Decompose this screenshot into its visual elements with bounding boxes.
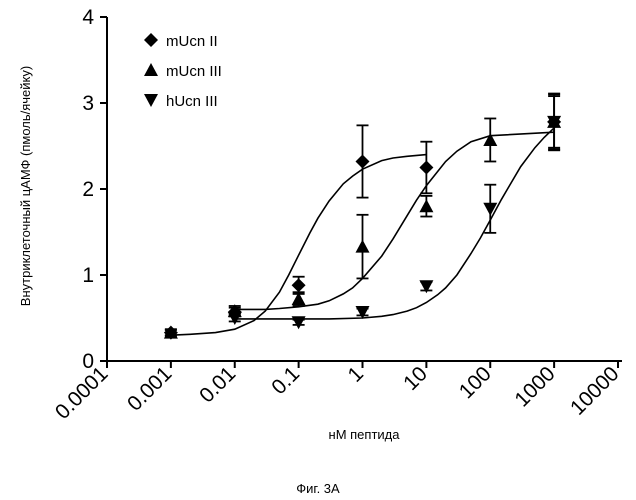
- x-tick-label: 1000: [510, 362, 559, 411]
- legend-marker-1: [144, 33, 158, 47]
- legend-label-1: mUcn II: [166, 33, 218, 50]
- y-tick-label: 4: [82, 6, 94, 29]
- x-tick-label: 0.001: [123, 362, 176, 415]
- fit-curve-2: [235, 132, 554, 309]
- data-point-2: [356, 240, 370, 253]
- legend: mUcn II mUcn III hUcn III: [144, 33, 222, 110]
- figure-caption: Фиг. 3А: [0, 481, 636, 496]
- legend-label-3: hUcn III: [166, 93, 218, 110]
- legend-label-2: mUcn III: [166, 63, 222, 80]
- legend-marker-3: [144, 94, 158, 107]
- fit-curve-3: [235, 128, 554, 319]
- error-bars: [165, 94, 560, 337]
- x-axis-title: нМ пептида: [329, 427, 401, 442]
- y-tick-label: 2: [82, 178, 94, 201]
- x-tick-label: 100: [455, 362, 496, 403]
- x-tick-label: 0.01: [195, 362, 240, 407]
- y-tick-label: 3: [82, 92, 94, 115]
- data-point-1: [292, 278, 306, 292]
- data-point-2: [419, 199, 433, 212]
- x-tick-label: 1: [344, 362, 369, 387]
- data-point-1: [419, 161, 433, 175]
- data-point-3: [292, 316, 306, 329]
- x-tick-label: 10000: [566, 362, 624, 420]
- legend-marker-2: [144, 63, 158, 76]
- y-axis-title: Внутриклеточный цАМФ (пмоль/ячейку): [18, 66, 33, 306]
- y-tick-label: 1: [82, 264, 94, 287]
- fit-curve-1: [171, 155, 427, 336]
